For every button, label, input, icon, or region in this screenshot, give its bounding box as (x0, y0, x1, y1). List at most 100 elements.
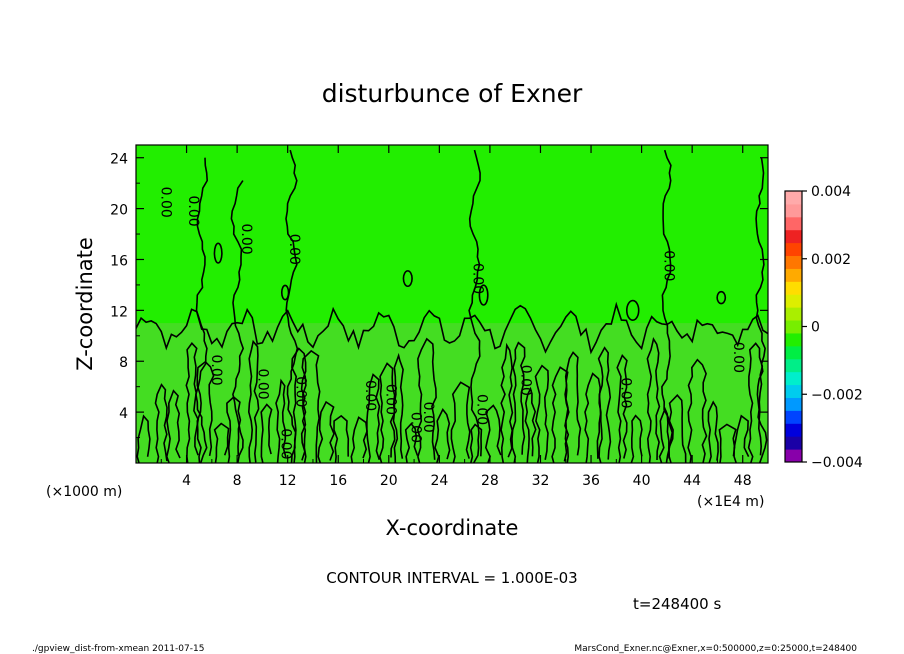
y-tick-label: 24 (110, 152, 128, 168)
colorbar-tick-label: −0.004 (811, 455, 863, 471)
x-tick-label: 44 (683, 473, 701, 489)
contour-line (213, 242, 223, 264)
contour-line (301, 349, 321, 463)
y-tick-label: 8 (119, 355, 128, 371)
contour-line (154, 383, 168, 463)
contour-line (333, 414, 350, 463)
contour-label: 0.00 (238, 224, 254, 255)
contour-line (247, 339, 260, 463)
colorbar-swatch (785, 410, 802, 424)
colorbar-swatch (785, 203, 802, 218)
colorbar-swatch (785, 229, 802, 244)
contour-label: 0.00 (518, 365, 534, 396)
contour-labels: 0.00 0.00 0.00 0.00 0.00 0.00 0.00 0.00 0.00 0.00… (157, 187, 746, 460)
y-axis: 4 8 12 16 20 24 (110, 152, 768, 439)
contour-line (524, 386, 537, 463)
contour-line (196, 360, 215, 463)
contour-label: 0.00 (660, 250, 676, 281)
contour-line (747, 342, 764, 463)
contour-line (616, 354, 628, 463)
contour-line (625, 299, 640, 321)
colorbar-swatch (785, 358, 802, 373)
contour-line (658, 406, 670, 463)
y-tick-label: 20 (110, 203, 128, 219)
y-tick-label: 4 (119, 406, 128, 422)
contour-line (597, 346, 612, 463)
contour-line (646, 337, 661, 463)
colorbar-swatch (785, 384, 802, 398)
contour-line (165, 389, 181, 463)
colorbar-tick-label: 0.002 (811, 252, 851, 268)
y-tick-label: 12 (110, 304, 128, 320)
colorbar-tick-label: 0 (811, 320, 820, 336)
y-tick-label: 16 (110, 253, 128, 269)
colorbar-swatch (785, 397, 802, 411)
contour-line (511, 341, 526, 463)
y-unit-label: (×1000 m) (46, 484, 122, 500)
x-unit-label: (×1E4 m) (697, 494, 764, 510)
colorbar-swatch (785, 191, 802, 205)
colorbar-swatch (785, 268, 802, 282)
colorbar-swatch (785, 320, 802, 334)
contour-label: 0.00 (473, 394, 489, 425)
contour-line (630, 414, 643, 463)
colorbar-swatch (785, 216, 802, 231)
chart-title: disturbunce of Exner (322, 79, 583, 108)
contour-line (317, 400, 335, 463)
contour-line (500, 342, 514, 463)
colorbar-swatch (785, 307, 802, 321)
contour-line (469, 423, 483, 463)
contour-line (707, 400, 719, 463)
contour-line (366, 373, 381, 463)
contour-line (136, 414, 151, 463)
x-tick-label: 4 (182, 473, 191, 489)
contour-lines (136, 149, 768, 463)
contour-line (468, 149, 481, 463)
contour-label: 0.00 (208, 355, 224, 386)
contour-label: 0.00 (185, 196, 201, 227)
x-axis: 4 8 12 16 20 24 28 32 36 40 44 48 (160, 145, 752, 489)
colorbar-tick-label: 0.004 (811, 184, 851, 200)
contour-line (416, 337, 437, 463)
contour-line (280, 284, 290, 301)
contour-line (378, 362, 396, 463)
contour-line (733, 414, 750, 463)
contour-line (291, 347, 307, 463)
contour-line (213, 422, 230, 463)
x-tick-label: 8 (233, 473, 242, 489)
contour-line (136, 301, 768, 355)
contour-label: 0.00 (157, 187, 173, 218)
contour-label: 0.00 (617, 377, 633, 408)
colorbar-swatch (785, 242, 802, 257)
contour-line (450, 381, 471, 463)
colorbar-swatch (785, 345, 802, 360)
x-axis-label: X-coordinate (386, 516, 519, 540)
x-tick-label: 24 (430, 473, 448, 489)
contour-line (584, 372, 602, 463)
contour-line (687, 358, 708, 463)
contour-line (275, 378, 287, 463)
y-axis-label: Z-coordinate (73, 237, 97, 371)
contour-label: 0.00 (470, 263, 486, 294)
contour-line (404, 422, 419, 463)
contour-label: 0.00 (420, 402, 436, 433)
contour-line (285, 149, 299, 463)
contour-line (478, 284, 489, 306)
x-tick-label: 12 (279, 473, 297, 489)
contour-label: 0.00 (293, 376, 309, 407)
contour-line (195, 157, 209, 463)
contour-interval-label: CONTOUR INTERVAL = 1.000E-03 (326, 569, 577, 587)
plot-area: 0.00 0.00 0.00 0.00 0.00 0.00 0.00 0.00 0.00 0.00… (135, 144, 769, 464)
plot-frame (135, 144, 769, 464)
contour-label: 0.00 (286, 234, 302, 265)
x-tick-label: 16 (329, 473, 347, 489)
contour-line (718, 423, 737, 463)
contour-label: 0.00 (362, 380, 378, 411)
contour-line (434, 407, 451, 463)
x-tick-label: 48 (734, 473, 752, 489)
colorbar-swatch (785, 436, 802, 450)
colorbar-swatch (785, 371, 802, 386)
contour-line (716, 290, 727, 305)
colorbar-swatch (785, 294, 802, 308)
contour-label: 0.00 (255, 369, 271, 400)
